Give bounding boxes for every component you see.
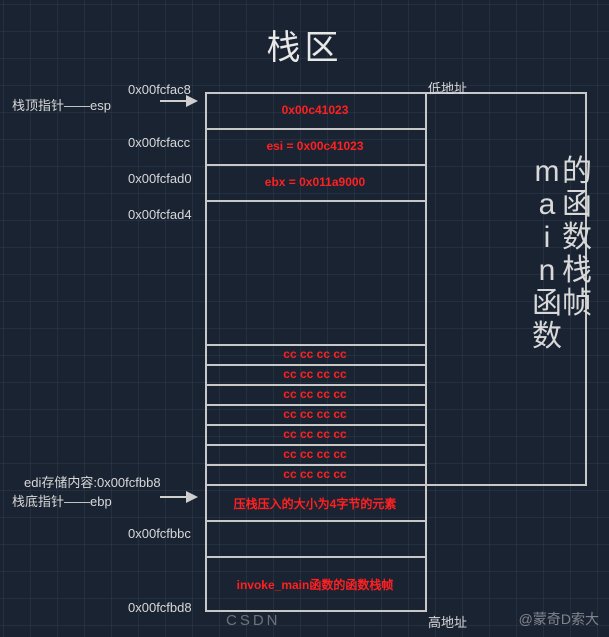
stack-cell-value: 压栈压入的大小为4字节的元素 [205, 495, 425, 512]
h-line [205, 364, 425, 366]
address-label: 0x00fcfbd8 [128, 600, 192, 615]
main-frame-label-col1: m a i n 函 数 [532, 155, 562, 353]
h-line [205, 424, 425, 426]
address-label: 0x00fcfbbc [128, 526, 191, 541]
stack-cell-value: cc cc cc cc [205, 467, 425, 481]
h-line [205, 384, 425, 386]
watermark-author: @蒙奇D索大 [519, 609, 599, 629]
h-line [205, 444, 425, 446]
address-label: 0x00fcfad0 [128, 171, 192, 186]
h-line [425, 484, 585, 486]
address-label: 0x00fcfad4 [128, 207, 192, 222]
watermark-csdn: CSDN [226, 612, 281, 629]
region-caption: 高地址 [428, 612, 467, 631]
pointer-label: edi存储内容:0x00fcfbb8 [24, 472, 161, 491]
h-line [205, 464, 425, 466]
diagram-title: 栈区 [0, 20, 609, 69]
stack-cell-value: esi = 0x00c41023 [205, 139, 425, 153]
h-line [205, 200, 425, 202]
pointer-arrow-icon [160, 97, 200, 105]
stack-cell-value: invoke_main函数的函数栈帧 [205, 576, 425, 593]
h-line [205, 484, 425, 486]
pointer-label: 栈底指针——ebp [12, 491, 112, 510]
main-frame-label: m a i n 函 数的 函 数 栈 帧 [527, 155, 597, 353]
h-line [205, 164, 425, 166]
main-frame-label-col2: 的 函 数 栈 帧 [562, 155, 592, 320]
h-line [205, 404, 425, 406]
stack-cell-value: cc cc cc cc [205, 407, 425, 421]
stack-cell-value: cc cc cc cc [205, 447, 425, 461]
address-label: 0x00fcfacc [128, 135, 190, 150]
stack-cell-value: cc cc cc cc [205, 347, 425, 361]
region-caption: 低地址 [428, 78, 467, 97]
h-line [205, 520, 425, 522]
stack-cell-value: cc cc cc cc [205, 367, 425, 381]
stack-cell-value: cc cc cc cc [205, 427, 425, 441]
v-line [425, 92, 427, 612]
h-line [205, 344, 425, 346]
stack-cell-value: 0x00c41023 [205, 103, 425, 117]
h-line [205, 128, 425, 130]
stack-cell-value: ebx = 0x011a9000 [205, 175, 425, 189]
address-label: 0x00fcfac8 [128, 82, 191, 97]
pointer-arrow-icon [160, 493, 200, 501]
h-line [205, 556, 425, 558]
h-line [205, 92, 425, 94]
stack-cell-value: cc cc cc cc [205, 387, 425, 401]
pointer-label: 栈顶指针——esp [12, 95, 111, 114]
